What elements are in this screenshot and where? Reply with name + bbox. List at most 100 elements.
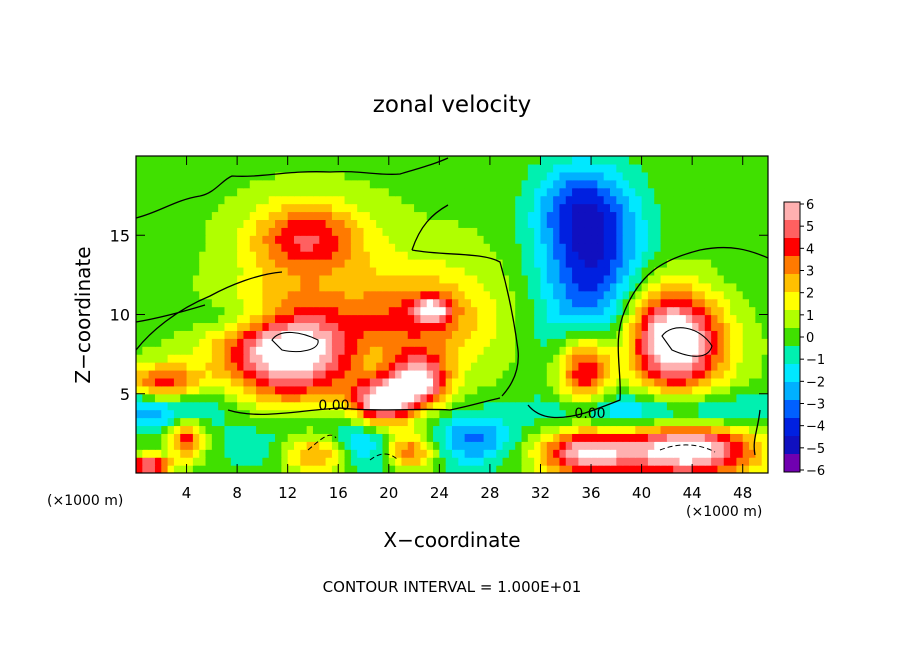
heatmap-cell xyxy=(483,409,491,419)
heatmap-cell xyxy=(414,457,421,466)
heatmap-cell xyxy=(369,298,377,308)
heatmap-cell xyxy=(489,187,497,197)
heatmap-cell xyxy=(325,227,333,236)
heatmap-cell xyxy=(344,330,352,339)
heatmap-cell xyxy=(553,227,561,236)
heatmap-cell xyxy=(458,274,466,284)
heatmap-cell xyxy=(704,449,712,458)
heatmap-cell xyxy=(136,441,143,450)
heatmap-cell xyxy=(136,377,143,387)
heatmap-cell xyxy=(173,393,181,403)
heatmap-cell xyxy=(224,457,232,466)
heatmap-cell xyxy=(338,425,346,434)
heatmap-cell xyxy=(230,251,238,260)
heatmap-cell xyxy=(414,259,421,268)
heatmap-cell xyxy=(666,362,674,371)
heatmap-cell xyxy=(344,156,352,165)
heatmap-cell xyxy=(749,362,756,371)
heatmap-cell xyxy=(673,346,681,355)
heatmap-cell xyxy=(433,330,440,339)
heatmap-cell xyxy=(470,282,478,292)
heatmap-cell xyxy=(749,346,756,355)
heatmap-cell xyxy=(173,457,181,466)
heatmap-cell xyxy=(496,417,504,427)
heatmap-cell xyxy=(218,203,226,213)
heatmap-cell xyxy=(401,346,409,355)
heatmap-cell xyxy=(597,171,605,181)
heatmap-cell xyxy=(275,195,282,205)
heatmap-cell xyxy=(761,465,768,473)
heatmap-cell xyxy=(205,251,213,260)
heatmap-cell xyxy=(218,441,226,450)
heatmap-cell xyxy=(673,163,681,173)
heatmap-cell xyxy=(685,290,693,300)
heatmap-cell xyxy=(477,211,485,220)
heatmap-cell xyxy=(742,219,750,228)
heatmap-cell xyxy=(338,338,346,347)
heatmap-cell xyxy=(723,346,731,355)
heatmap-cell xyxy=(452,282,459,292)
heatmap-cell xyxy=(647,465,655,473)
heatmap-cell xyxy=(666,393,674,403)
heatmap-cell xyxy=(414,282,421,292)
heatmap-cell xyxy=(142,369,150,379)
heatmap-cell xyxy=(420,465,428,473)
heatmap-cell xyxy=(167,465,175,473)
heatmap-cell xyxy=(420,369,428,379)
heatmap-cell xyxy=(426,425,434,434)
heatmap-cell xyxy=(180,290,188,300)
heatmap-cell xyxy=(635,266,643,276)
heatmap-cell xyxy=(287,465,295,473)
heatmap-cell xyxy=(654,274,662,284)
heatmap-cell xyxy=(723,377,731,387)
heatmap-cell xyxy=(180,362,188,371)
heatmap-cell xyxy=(553,393,561,403)
heatmap-cell xyxy=(287,163,295,173)
heatmap-cell xyxy=(635,369,643,379)
heatmap-cell xyxy=(464,298,472,308)
heatmap-cell xyxy=(401,465,409,473)
heatmap-cell xyxy=(736,235,744,244)
heatmap-cell xyxy=(357,385,365,395)
heatmap-cell xyxy=(470,266,478,276)
heatmap-cell xyxy=(186,243,194,252)
heatmap-cell xyxy=(281,282,289,292)
heatmap-cell xyxy=(572,330,579,339)
heatmap-cell xyxy=(572,203,579,213)
heatmap-cell xyxy=(742,259,750,268)
heatmap-cell xyxy=(565,211,573,220)
heatmap-cell xyxy=(363,156,371,165)
heatmap-cell xyxy=(224,425,232,434)
heatmap-cell xyxy=(338,417,346,427)
heatmap-cell xyxy=(565,235,573,244)
heatmap-cell xyxy=(742,354,750,363)
heatmap-cell xyxy=(363,346,371,355)
heatmap-cell xyxy=(534,354,542,363)
heatmap-cell xyxy=(275,306,282,316)
heatmap-cell xyxy=(287,235,295,244)
heatmap-cell xyxy=(584,338,592,347)
heatmap-cell xyxy=(281,322,289,331)
heatmap-cell xyxy=(338,377,346,387)
heatmap-cell xyxy=(445,235,453,244)
heatmap-cell xyxy=(382,187,390,197)
heatmap-cell xyxy=(136,259,143,268)
heatmap-cell xyxy=(420,235,428,244)
heatmap-cell xyxy=(635,195,643,205)
heatmap-cell xyxy=(742,377,750,387)
heatmap-cell xyxy=(142,195,150,205)
heatmap-cell xyxy=(401,274,409,284)
heatmap-cell xyxy=(723,393,731,403)
heatmap-cell xyxy=(161,417,169,427)
heatmap-cell xyxy=(395,156,403,165)
heatmap-cell xyxy=(711,266,719,276)
heatmap-cell xyxy=(635,163,643,173)
heatmap-cell xyxy=(300,274,308,284)
heatmap-cell xyxy=(420,401,428,411)
heatmap-cell xyxy=(136,211,143,220)
heatmap-cell xyxy=(426,171,434,181)
heatmap-cell xyxy=(331,298,339,308)
heatmap-cell xyxy=(237,298,245,308)
heatmap-cell xyxy=(136,465,143,473)
heatmap-cell xyxy=(300,282,308,292)
